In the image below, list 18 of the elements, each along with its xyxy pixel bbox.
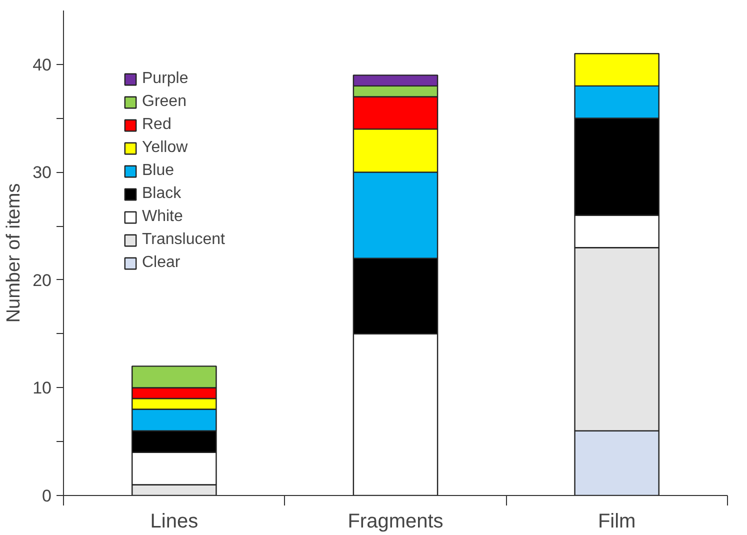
y-tick-label: 20 [32, 270, 52, 290]
legend-label: Clear [142, 254, 180, 272]
y-tick-label: 40 [32, 55, 52, 74]
legend-label: Black [142, 185, 182, 203]
y-tick-label: 0 [42, 486, 52, 506]
legend-label: Translucent [142, 231, 225, 249]
legend-label: Green [142, 93, 186, 111]
legend-label: White [142, 208, 183, 226]
y-tick-label: 10 [32, 378, 52, 398]
x-tick-label: Fragments [348, 510, 444, 532]
legend-label: Purple [142, 70, 188, 88]
legend-label: Blue [142, 162, 174, 180]
x-tick-label: Film [598, 510, 636, 532]
y-axis-title: Number of items [4, 183, 25, 323]
x-tick-label: Lines [150, 510, 198, 532]
legend-label: Red [142, 116, 172, 134]
y-tick-label: 30 [32, 163, 52, 182]
legend-label: Yellow [142, 139, 188, 157]
